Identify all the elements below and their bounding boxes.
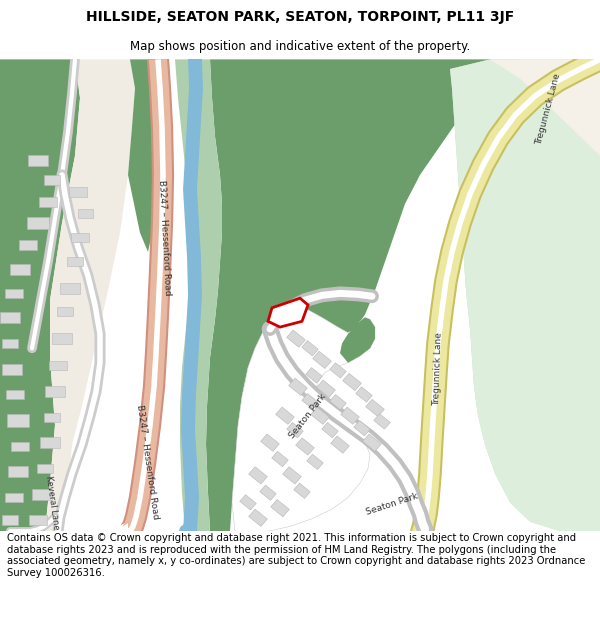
Polygon shape	[302, 394, 318, 409]
Polygon shape	[232, 305, 375, 531]
Polygon shape	[0, 59, 80, 531]
Text: B3247 – Hessenford Road: B3247 – Hessenford Road	[136, 404, 161, 520]
Polygon shape	[57, 307, 73, 316]
Polygon shape	[5, 289, 23, 298]
Polygon shape	[330, 362, 346, 378]
Polygon shape	[71, 232, 89, 242]
Polygon shape	[44, 412, 60, 422]
Polygon shape	[39, 197, 57, 208]
Polygon shape	[175, 59, 222, 531]
Polygon shape	[19, 241, 37, 250]
Polygon shape	[365, 399, 385, 417]
Polygon shape	[28, 155, 48, 166]
Polygon shape	[2, 515, 18, 524]
Polygon shape	[45, 386, 65, 398]
Polygon shape	[272, 451, 288, 467]
Polygon shape	[275, 407, 295, 424]
Polygon shape	[331, 436, 349, 453]
Polygon shape	[341, 407, 359, 424]
Polygon shape	[29, 515, 47, 524]
Polygon shape	[8, 466, 28, 478]
Polygon shape	[294, 483, 310, 499]
Text: Tregunnick Lane: Tregunnick Lane	[432, 332, 444, 406]
Polygon shape	[32, 489, 52, 501]
Polygon shape	[206, 59, 520, 531]
Polygon shape	[287, 422, 303, 437]
Text: Map shows position and indicative extent of the property.: Map shows position and indicative extent…	[130, 40, 470, 52]
Polygon shape	[450, 59, 600, 531]
Polygon shape	[52, 333, 72, 344]
Polygon shape	[450, 59, 600, 531]
Text: Keveral Lane: Keveral Lane	[44, 474, 60, 530]
Polygon shape	[271, 499, 289, 517]
Polygon shape	[11, 442, 29, 451]
Polygon shape	[322, 422, 338, 437]
Polygon shape	[287, 330, 305, 348]
Polygon shape	[340, 318, 375, 362]
Text: Contains OS data © Crown copyright and database right 2021. This information is : Contains OS data © Crown copyright and d…	[7, 533, 586, 578]
Text: B3247 – Hessenford Road: B3247 – Hessenford Road	[157, 179, 173, 296]
Polygon shape	[248, 509, 268, 526]
Polygon shape	[330, 394, 346, 410]
Polygon shape	[374, 414, 390, 429]
Polygon shape	[5, 492, 23, 502]
Polygon shape	[283, 467, 301, 484]
Polygon shape	[49, 361, 67, 371]
Polygon shape	[268, 298, 308, 327]
Polygon shape	[2, 339, 18, 348]
Polygon shape	[289, 378, 307, 396]
Polygon shape	[45, 59, 135, 531]
Polygon shape	[60, 283, 80, 294]
Polygon shape	[240, 495, 256, 510]
Polygon shape	[69, 188, 87, 197]
Polygon shape	[356, 387, 372, 402]
Polygon shape	[6, 390, 24, 399]
Polygon shape	[306, 368, 322, 383]
Polygon shape	[67, 257, 83, 266]
Polygon shape	[40, 437, 60, 448]
Polygon shape	[296, 438, 314, 455]
Polygon shape	[343, 373, 361, 391]
Polygon shape	[307, 454, 323, 469]
Polygon shape	[10, 264, 30, 275]
Polygon shape	[248, 467, 268, 484]
Polygon shape	[362, 434, 382, 451]
Polygon shape	[490, 59, 600, 156]
Polygon shape	[37, 464, 53, 474]
Polygon shape	[0, 312, 20, 323]
Polygon shape	[2, 364, 22, 375]
Text: HILLSIDE, SEATON PARK, SEATON, TORPOINT, PL11 3JF: HILLSIDE, SEATON PARK, SEATON, TORPOINT,…	[86, 9, 514, 24]
Polygon shape	[313, 351, 331, 369]
Text: Seaton Park: Seaton Park	[288, 392, 328, 440]
Polygon shape	[128, 59, 160, 252]
Polygon shape	[317, 380, 335, 398]
Polygon shape	[7, 414, 29, 427]
Polygon shape	[44, 175, 60, 184]
Text: Tregunnick Lane: Tregunnick Lane	[534, 72, 562, 146]
Polygon shape	[260, 485, 276, 501]
Polygon shape	[77, 209, 92, 217]
Polygon shape	[311, 407, 329, 424]
Text: Seaton Park: Seaton Park	[365, 492, 419, 517]
Polygon shape	[260, 434, 280, 451]
Polygon shape	[354, 421, 370, 436]
Polygon shape	[302, 341, 318, 356]
Polygon shape	[27, 217, 49, 229]
